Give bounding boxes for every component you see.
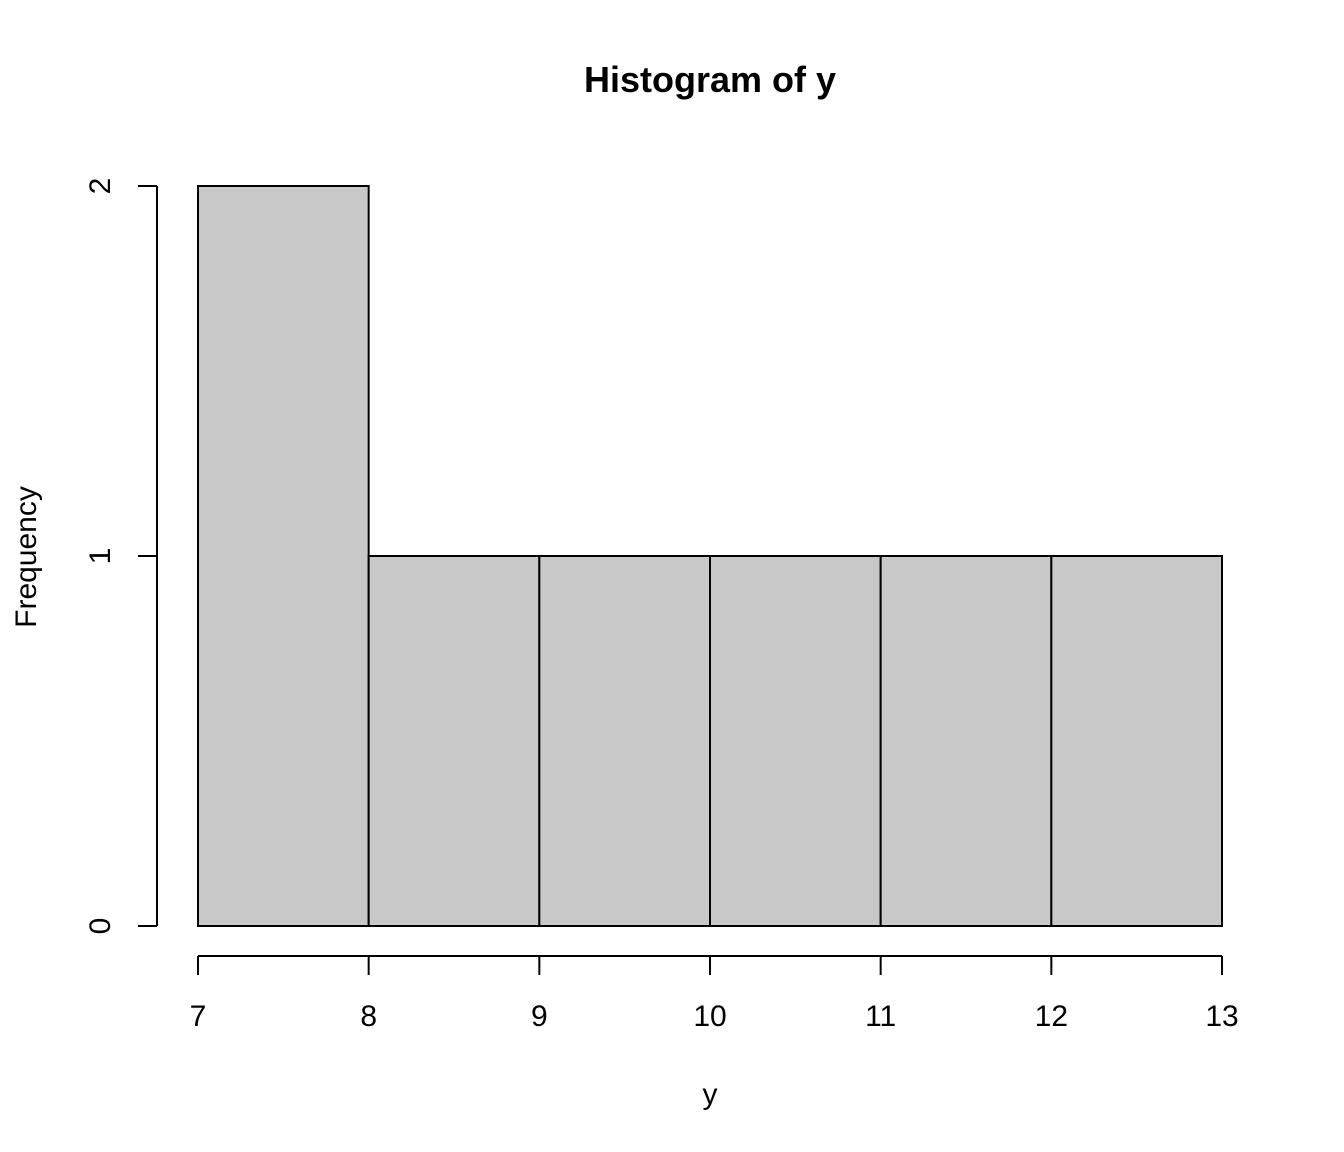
x-tick-label: 9 — [531, 1000, 548, 1033]
histogram-bar-1 — [197, 185, 370, 927]
y-tick-label: 0 — [84, 918, 117, 935]
x-tick-label: 11 — [865, 1000, 896, 1033]
x-tick-label: 12 — [1035, 1000, 1068, 1033]
bars-group — [197, 185, 1224, 927]
x-tick-label: 7 — [190, 1000, 207, 1033]
histogram-bar-4 — [709, 555, 882, 927]
histogram-bar-6 — [1050, 555, 1224, 927]
histogram-bar-2 — [367, 555, 541, 927]
y-axis-label: Frequency — [10, 486, 43, 628]
histogram-bar-5 — [879, 555, 1053, 927]
y-axis: 0 1 2 — [84, 178, 158, 935]
x-tick-label: 13 — [1205, 1000, 1238, 1033]
x-tick-label: 8 — [360, 1000, 377, 1033]
x-tick-label: 10 — [693, 1000, 726, 1033]
y-tick-label: 1 — [84, 548, 117, 565]
histogram-bar-3 — [538, 555, 711, 927]
x-axis: 7 8 9 10 11 12 13 — [190, 955, 1239, 1033]
x-axis-label: y — [703, 1078, 718, 1111]
chart-title: Histogram of y — [584, 59, 836, 100]
y-tick-label: 2 — [84, 178, 117, 195]
